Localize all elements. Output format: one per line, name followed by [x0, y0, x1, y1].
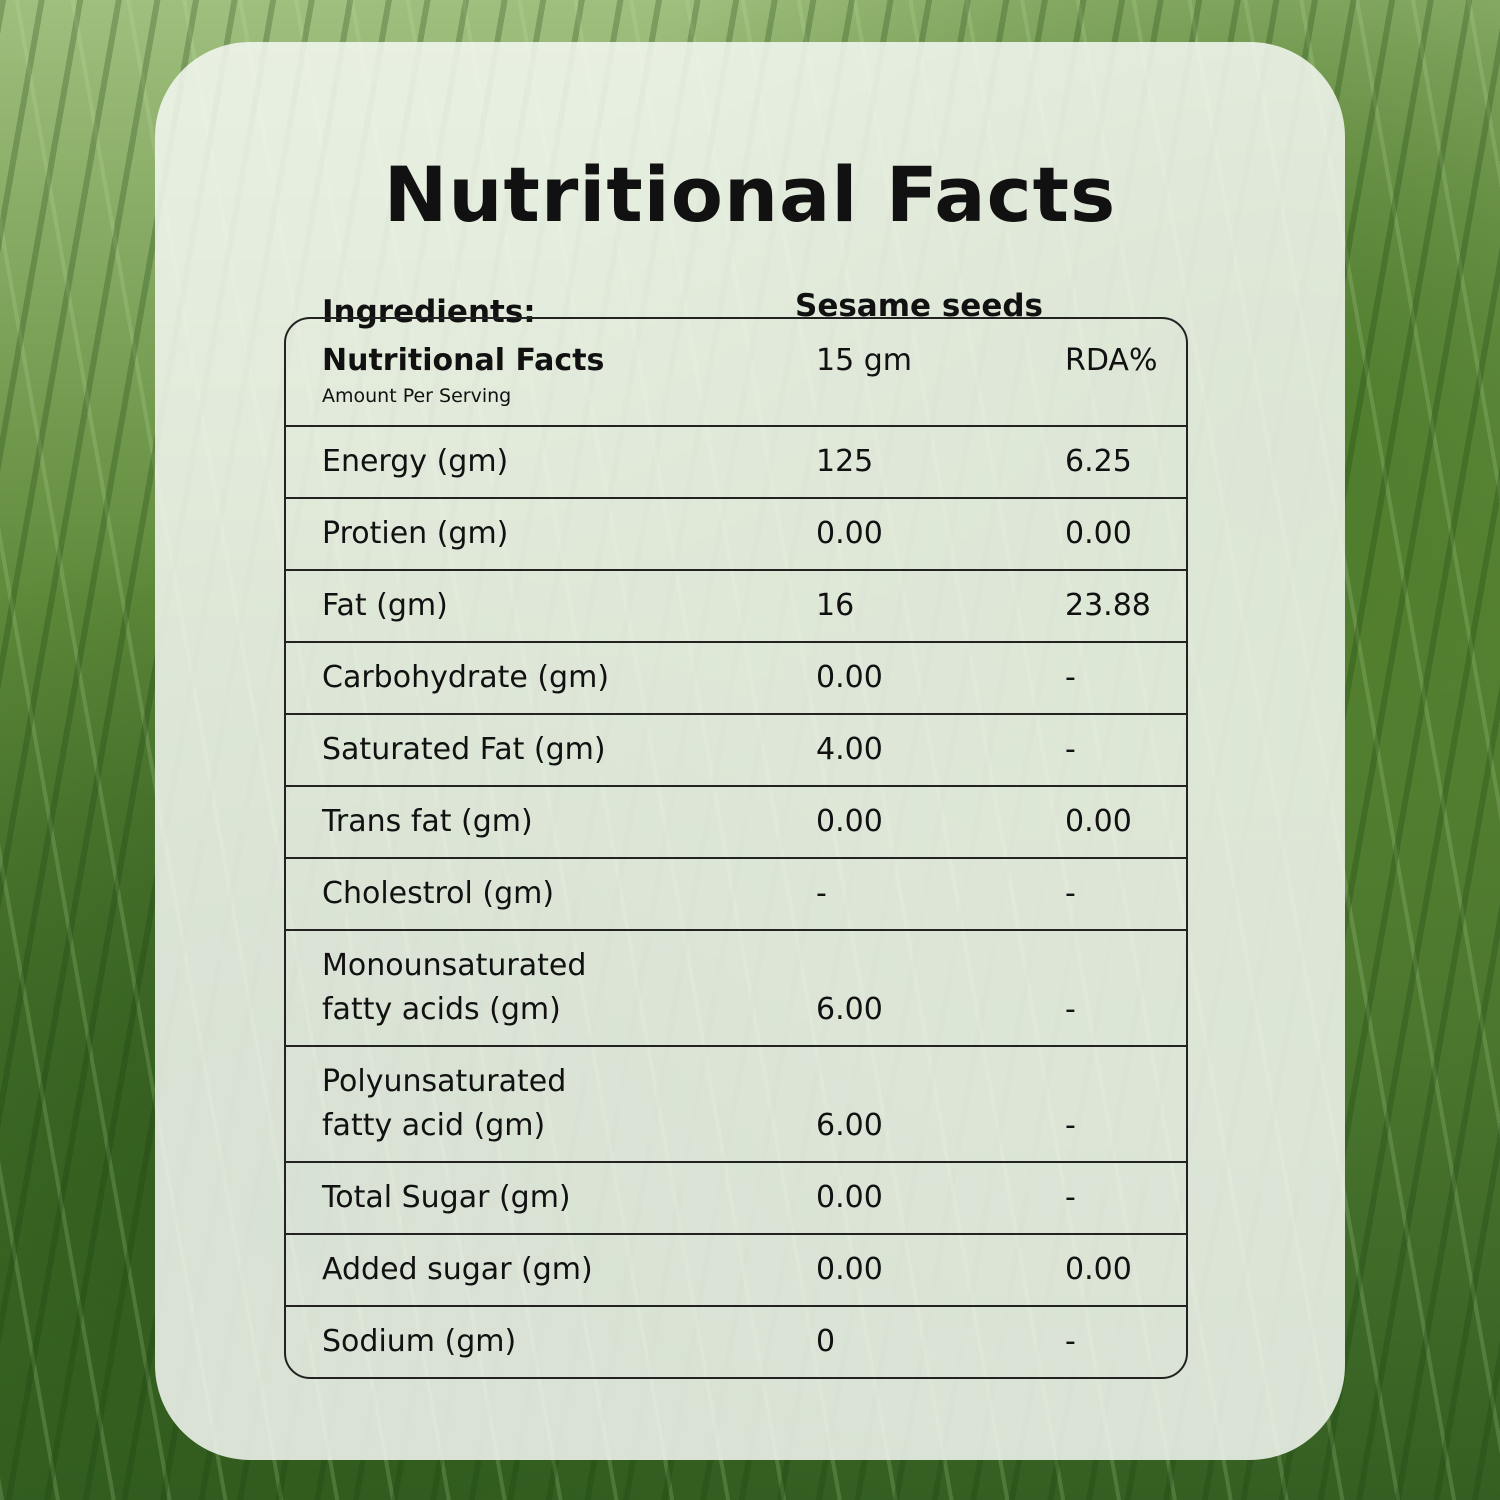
row-value: 0.00 — [1065, 516, 1132, 551]
table-row: Total Sugar (gm) 0.00 - — [286, 1161, 1186, 1233]
row-value: - — [1065, 992, 1076, 1027]
table-row: Carbohydrate (gm) 0.00 - — [286, 641, 1186, 713]
row-value: - — [1065, 660, 1076, 695]
header-cell: Nutritional Facts Amount Per Serving — [322, 339, 816, 409]
row-value: 4.00 — [816, 732, 883, 767]
table-row: Added sugar (gm) 0.00 0.00 — [286, 1233, 1186, 1305]
title: Nutritional Facts — [383, 150, 1117, 239]
table-row: Protien (gm) 0.00 0.00 — [286, 497, 1186, 569]
ingredients-label: Ingredients: — [322, 294, 536, 330]
row-value: 0.00 — [816, 1180, 883, 1215]
row-value: 0.00 — [1065, 804, 1132, 839]
row-value: 0.00 — [816, 1252, 883, 1287]
table-row: Monounsaturated fatty acids (gm) 6.00 - — [286, 929, 1186, 1045]
nutrition-table: Nutritional Facts Amount Per Serving 15 … — [284, 317, 1188, 1379]
row-value: 0 — [816, 1324, 836, 1359]
column-header: 15 gm — [816, 343, 912, 378]
row-value: 16 — [816, 588, 855, 623]
row-label: Monounsaturated fatty acids (gm) — [322, 948, 587, 1027]
table-row: Trans fat (gm) 0.00 0.00 — [286, 785, 1186, 857]
row-value: - — [1065, 876, 1076, 911]
row-value: - — [1065, 732, 1076, 767]
row-label: Carbohydrate (gm) — [322, 660, 610, 695]
row-label: Saturated Fat (gm) — [322, 732, 606, 767]
row-value: 6.00 — [816, 1108, 883, 1143]
row-label: Fat (gm) — [322, 588, 448, 623]
row-value: - — [1065, 1324, 1076, 1359]
row-value: 6.00 — [816, 992, 883, 1027]
header-row: Nutritional Facts Amount Per Serving 15 … — [286, 319, 1186, 425]
table-row: Fat (gm) 16 23.88 — [286, 569, 1186, 641]
row-value: 0.00 — [816, 516, 883, 551]
row-value: 0.00 — [1065, 1252, 1132, 1287]
row-value: 0.00 — [816, 804, 883, 839]
row-label: Cholestrol (gm) — [322, 876, 555, 911]
row-value: 0.00 — [816, 660, 883, 695]
row-value: - — [816, 876, 827, 911]
row-label: Added sugar (gm) — [322, 1252, 593, 1287]
row-value: 125 — [816, 444, 874, 479]
table-row: Energy (gm) 125 6.25 — [286, 425, 1186, 497]
row-label: Total Sugar (gm) — [322, 1180, 571, 1215]
row-value: 6.25 — [1065, 444, 1132, 479]
table-row: Cholestrol (gm) - - — [286, 857, 1186, 929]
column-header: RDA% — [1065, 343, 1158, 378]
row-label: Protien (gm) — [322, 516, 509, 551]
row-label: Trans fat (gm) — [322, 804, 533, 839]
row-value: - — [1065, 1108, 1076, 1143]
row-value: 23.88 — [1065, 588, 1151, 623]
row-value: - — [1065, 1180, 1076, 1215]
row-label: Polyunsaturated fatty acid (gm) — [322, 1064, 567, 1143]
header-title: Nutritional Facts — [322, 343, 605, 378]
row-label: Energy (gm) — [322, 444, 509, 479]
table-row: Sodium (gm) 0 - — [286, 1305, 1186, 1377]
table-row: Polyunsaturated fatty acid (gm) 6.00 - — [286, 1045, 1186, 1161]
card: Nutritional Facts Ingredients: Sesame se… — [155, 42, 1345, 1460]
table-row: Saturated Fat (gm) 4.00 - — [286, 713, 1186, 785]
header-subtitle: Amount Per Serving — [322, 385, 512, 407]
row-label: Sodium (gm) — [322, 1324, 517, 1359]
